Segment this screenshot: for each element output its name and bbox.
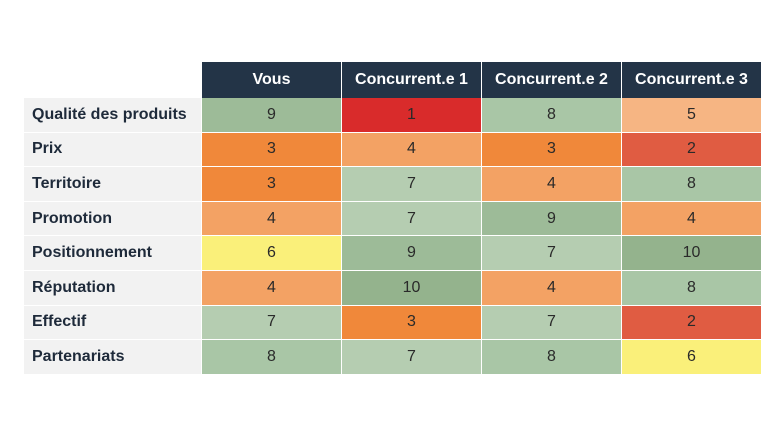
score-cell: 8 xyxy=(482,340,621,375)
score-cell: 3 xyxy=(202,132,341,168)
score-cell: 6 xyxy=(202,236,341,271)
score-cell: 7 xyxy=(482,305,621,341)
column-header-competitor-3: Concurrent.e 3 xyxy=(622,62,761,98)
row-label: Qualité des produits xyxy=(24,98,201,133)
row-label: Partenariats xyxy=(24,340,201,375)
score-cell: 4 xyxy=(202,201,341,237)
score-cell: 2 xyxy=(622,305,761,341)
column-header-vous: Vous xyxy=(202,62,341,98)
score-cell: 7 xyxy=(482,236,621,271)
row-label: Positionnement xyxy=(24,236,201,271)
score-cell: 7 xyxy=(342,201,481,237)
score-cell: 4 xyxy=(482,270,621,306)
score-cell: 2 xyxy=(622,132,761,168)
table-row: Effectif 7 3 7 2 xyxy=(24,305,761,341)
table-row: Territoire 3 7 4 8 xyxy=(24,167,761,202)
score-cell: 6 xyxy=(622,340,761,375)
score-cell: 10 xyxy=(342,270,481,306)
column-header-competitor-2: Concurrent.e 2 xyxy=(482,62,621,98)
score-cell: 9 xyxy=(342,236,481,271)
score-cell: 3 xyxy=(202,167,341,202)
header-corner xyxy=(24,62,201,98)
row-label: Territoire xyxy=(24,167,201,202)
score-cell: 4 xyxy=(622,201,761,237)
table-row: Qualité des produits 9 1 8 5 xyxy=(24,98,761,133)
table-row: Partenariats 8 7 8 6 xyxy=(24,340,761,375)
score-cell: 9 xyxy=(482,201,621,237)
row-label: Prix xyxy=(24,132,201,168)
row-label: Réputation xyxy=(24,270,201,306)
score-cell: 4 xyxy=(202,270,341,306)
score-cell: 10 xyxy=(622,236,761,271)
score-cell: 8 xyxy=(202,340,341,375)
score-cell: 3 xyxy=(482,132,621,168)
score-cell: 5 xyxy=(622,98,761,133)
score-cell: 7 xyxy=(342,340,481,375)
header-row: Vous Concurrent.e 1 Concurrent.e 2 Concu… xyxy=(24,62,761,98)
score-cell: 3 xyxy=(342,305,481,341)
table-row: Positionnement 6 9 7 10 xyxy=(24,236,761,271)
score-cell: 7 xyxy=(202,305,341,341)
row-label: Promotion xyxy=(24,201,201,237)
score-cell: 4 xyxy=(342,132,481,168)
table-row: Réputation 4 10 4 8 xyxy=(24,270,761,306)
row-label: Effectif xyxy=(24,305,201,341)
score-cell: 8 xyxy=(622,167,761,202)
score-cell: 9 xyxy=(202,98,341,133)
score-cell: 8 xyxy=(482,98,621,133)
score-cell: 4 xyxy=(482,167,621,202)
score-cell: 7 xyxy=(342,167,481,202)
table-body: Qualité des produits 9 1 8 5 Prix 3 4 3 2 Territoi… xyxy=(24,98,761,375)
score-cell: 8 xyxy=(622,270,761,306)
table-row: Prix 3 4 3 2 xyxy=(24,132,761,168)
competitor-comparison-table: Vous Concurrent.e 1 Concurrent.e 2 Concu… xyxy=(23,62,762,375)
column-header-competitor-1: Concurrent.e 1 xyxy=(342,62,481,98)
table-row: Promotion 4 7 9 4 xyxy=(24,201,761,237)
score-cell: 1 xyxy=(342,98,481,133)
